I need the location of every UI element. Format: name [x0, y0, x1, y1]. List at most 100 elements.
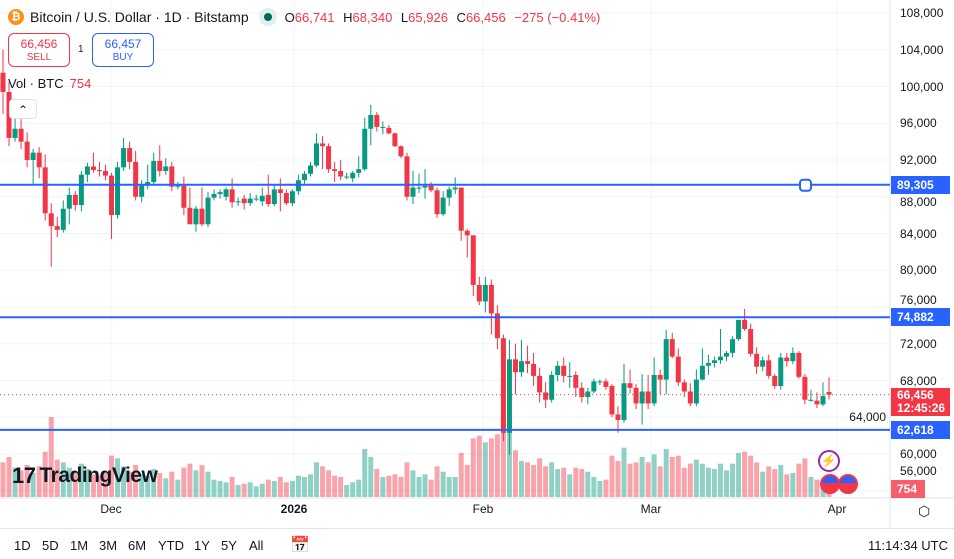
volume-bar — [127, 471, 133, 497]
volume-bar — [163, 478, 169, 497]
candle-body — [36, 152, 42, 168]
us-flag-event-icon[interactable] — [838, 474, 858, 494]
volume-bar — [784, 474, 790, 497]
volume-bar — [663, 449, 669, 497]
level-drag-handle[interactable] — [799, 178, 812, 192]
volume-legend[interactable]: Vol · BTC 754 — [8, 76, 91, 91]
candle-body — [772, 375, 778, 386]
volume-bar — [591, 477, 597, 497]
candle-body — [127, 148, 133, 162]
volume-bar — [597, 481, 603, 497]
timeframe-5d[interactable]: 5D — [42, 538, 59, 553]
volume-bar — [24, 465, 30, 497]
candle-body — [633, 387, 639, 404]
candle-body — [133, 161, 139, 197]
price-tick: 56,000 — [900, 464, 937, 478]
candle-body — [724, 352, 730, 357]
clock[interactable]: 11:14:34 UTC — [868, 538, 948, 553]
candle-body — [555, 365, 561, 375]
volume-bar — [199, 465, 205, 497]
volume-bar — [380, 477, 386, 497]
volume-bar — [265, 479, 271, 497]
close-value: 66,456 — [465, 9, 506, 25]
timeframe-5y[interactable]: 5Y — [221, 538, 237, 553]
candle-body — [253, 198, 259, 200]
candle-body — [681, 382, 687, 392]
timeframe-3m[interactable]: 3M — [99, 538, 118, 553]
volume-bar — [283, 482, 289, 497]
candle-body — [362, 128, 368, 170]
volume-bar — [30, 473, 36, 497]
symbol-title[interactable]: Bitcoin / U.S. Dollar · 1D · Bitstamp — [30, 9, 249, 25]
volume-bar — [627, 463, 633, 497]
volume-bar — [736, 453, 742, 497]
volume-bar — [169, 471, 175, 497]
us-flag-event-icon[interactable] — [820, 474, 840, 494]
volume-bar — [808, 477, 814, 497]
candle-body — [422, 185, 428, 188]
sell-button[interactable]: 66,456 SELL — [8, 33, 70, 67]
volume-bar — [651, 454, 657, 497]
chart-settings-icon[interactable]: ⬡ — [918, 503, 931, 519]
volume-bar — [320, 466, 326, 497]
volume-bar — [42, 451, 48, 497]
tradingview-logo[interactable]: 17 TradingView — [12, 463, 158, 488]
volume-bar — [229, 477, 235, 497]
candle-body — [651, 374, 657, 404]
candle-body — [748, 329, 754, 354]
candle-body — [102, 171, 108, 176]
timeframe-6m[interactable]: 6M — [128, 538, 147, 553]
candle-body — [368, 114, 374, 129]
candle-body — [271, 189, 277, 205]
volume-bar — [615, 461, 621, 497]
volume-bar — [404, 462, 410, 497]
volume-bar — [621, 447, 627, 497]
market-open-icon[interactable] — [258, 8, 277, 26]
candle-body — [675, 356, 681, 383]
timeframe-1d[interactable]: 1D — [14, 538, 31, 553]
price-chart[interactable] — [0, 0, 954, 528]
volume-bar — [760, 471, 766, 497]
volume-bar — [151, 469, 157, 497]
volume-bar — [326, 470, 332, 497]
candle-body — [139, 185, 145, 197]
candle-body — [416, 187, 422, 189]
collapse-legend-button[interactable]: ⌃ — [9, 99, 37, 119]
candle-body — [241, 198, 247, 204]
candle-body — [163, 166, 169, 172]
candle-body — [531, 363, 537, 376]
candle-body — [60, 208, 66, 230]
candle-body — [705, 363, 711, 366]
volume-bar — [277, 477, 283, 497]
price-tick: 80,000 — [900, 263, 937, 278]
volume-bar — [772, 469, 778, 497]
level-price-badge: 62,618 — [891, 420, 950, 439]
timeframe-all[interactable]: All — [249, 538, 264, 553]
volume-label: Vol · BTC — [8, 76, 64, 91]
candle-body — [766, 360, 772, 376]
price-tick: 100,000 — [900, 79, 944, 94]
volume-bar — [633, 462, 639, 497]
candle-body — [247, 198, 253, 204]
bar-countdown: 12:45:26 — [897, 401, 946, 415]
candle-body — [488, 284, 494, 314]
candle-body — [48, 213, 54, 227]
candle-body — [344, 176, 350, 178]
lightning-event-icon[interactable]: ⚡ — [818, 450, 840, 472]
date-range-icon[interactable]: 📅 — [290, 537, 310, 554]
candle-body — [796, 352, 802, 377]
candle-body — [506, 359, 512, 433]
volume-bar — [790, 473, 796, 497]
candle-body — [199, 208, 205, 225]
volume-bar — [543, 466, 549, 497]
timeframe-1y[interactable]: 1Y — [194, 538, 210, 553]
timeframe-1m[interactable]: 1M — [70, 538, 89, 553]
buy-label: BUY — [112, 52, 134, 63]
candle-body — [115, 167, 121, 216]
candle-body — [259, 195, 265, 202]
buy-button[interactable]: 66,457 BUY — [92, 33, 154, 67]
high-value: 68,340 — [352, 9, 393, 25]
volume-bar — [778, 465, 784, 497]
volume-bar — [470, 438, 476, 497]
timeframe-ytd[interactable]: YTD — [158, 538, 184, 553]
